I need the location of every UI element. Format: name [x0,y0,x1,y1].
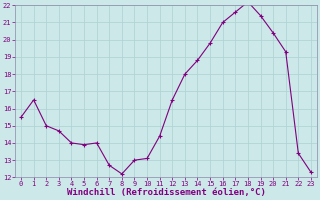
X-axis label: Windchill (Refroidissement éolien,°C): Windchill (Refroidissement éolien,°C) [67,188,265,197]
